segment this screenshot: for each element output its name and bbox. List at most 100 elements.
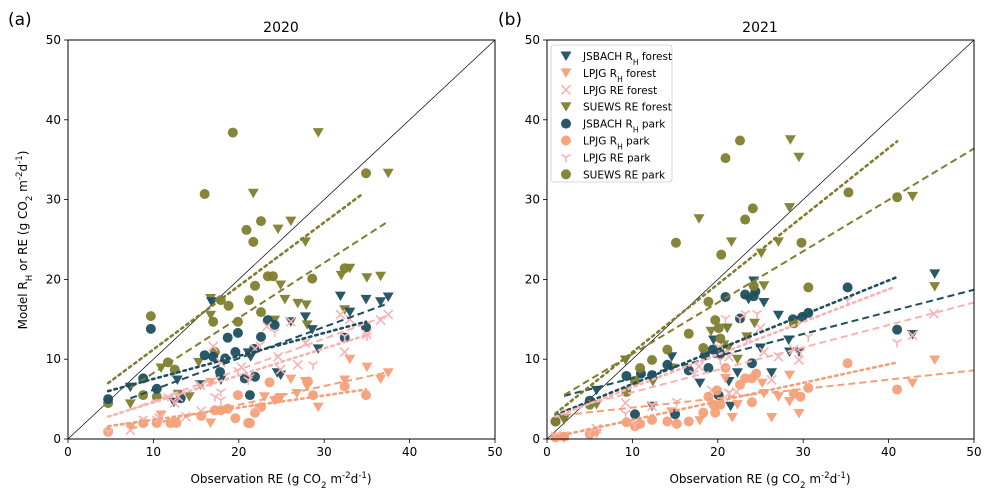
legend-label: LPJG RE park bbox=[583, 152, 651, 164]
data-point bbox=[772, 237, 784, 247]
x-tick-label: 0 bbox=[543, 445, 551, 459]
fit-line-jsbach-r-h-park bbox=[554, 275, 899, 417]
data-point bbox=[285, 216, 297, 227]
data-point bbox=[382, 292, 394, 302]
fit-line-lpjg-r-h-park bbox=[106, 388, 368, 428]
data-point bbox=[707, 344, 718, 355]
panel-title-a: 2020 bbox=[263, 20, 299, 36]
data-point bbox=[735, 135, 746, 146]
x-tick-label: 10 bbox=[146, 445, 161, 459]
data-point bbox=[670, 237, 681, 248]
legend-marker bbox=[561, 153, 571, 163]
data-point bbox=[335, 309, 346, 320]
y-tick-label: 30 bbox=[525, 193, 540, 207]
data-point bbox=[788, 388, 799, 399]
one-to-one-line-b bbox=[546, 39, 975, 440]
data-point bbox=[375, 271, 387, 282]
data-point bbox=[199, 189, 210, 200]
data-point bbox=[193, 357, 205, 368]
data-point bbox=[635, 362, 646, 373]
data-point bbox=[258, 392, 270, 402]
data-point bbox=[264, 377, 275, 388]
legend-marker bbox=[560, 84, 572, 95]
data-point bbox=[666, 352, 678, 362]
data-point bbox=[215, 366, 226, 377]
data-point bbox=[662, 344, 673, 355]
data-point bbox=[725, 237, 737, 247]
fit-line-lpjg-r-h-forest bbox=[563, 369, 975, 417]
data-point bbox=[275, 280, 287, 290]
data-point bbox=[793, 408, 805, 419]
fit-line-suews-re-forest bbox=[129, 221, 388, 389]
data-point bbox=[711, 385, 722, 396]
data-point bbox=[928, 308, 939, 319]
series-lpjg-r-h-park bbox=[550, 358, 903, 443]
data-point bbox=[784, 370, 796, 381]
x-axis-label-a: Observation RE (g CO2 m-2d-1) bbox=[190, 471, 371, 491]
data-point bbox=[766, 368, 778, 378]
data-point bbox=[183, 392, 195, 402]
data-point bbox=[205, 310, 217, 321]
data-point bbox=[247, 188, 259, 199]
data-point bbox=[308, 361, 319, 370]
data-point bbox=[169, 398, 180, 409]
data-point bbox=[671, 418, 682, 429]
data-point bbox=[312, 402, 324, 413]
data-point bbox=[715, 333, 726, 344]
data-point bbox=[892, 384, 903, 395]
legend-label: SUEWS RE park bbox=[583, 169, 666, 181]
legend-marker bbox=[561, 135, 571, 146]
x-axis-label-b: Observation RE (g CO2 m-2d-1) bbox=[669, 471, 850, 491]
data-point bbox=[335, 270, 347, 281]
data-point bbox=[383, 309, 394, 320]
data-point bbox=[361, 362, 373, 373]
data-point bbox=[256, 307, 267, 318]
data-point bbox=[232, 327, 243, 338]
data-point bbox=[124, 399, 136, 409]
data-point bbox=[726, 412, 738, 423]
legend-label: LPJG RH park bbox=[583, 136, 651, 152]
x-tick-label: 50 bbox=[487, 445, 502, 459]
data-point bbox=[748, 291, 759, 302]
data-point bbox=[361, 390, 372, 401]
data-point bbox=[758, 281, 770, 291]
data-point bbox=[155, 410, 167, 421]
data-point bbox=[731, 400, 743, 410]
x-tick-label: 10 bbox=[625, 445, 640, 459]
data-point bbox=[758, 298, 770, 308]
data-point bbox=[375, 374, 387, 385]
data-point bbox=[735, 379, 746, 390]
data-point bbox=[758, 346, 769, 358]
data-point bbox=[756, 378, 768, 389]
legend-marker bbox=[561, 118, 571, 129]
data-point bbox=[746, 397, 757, 408]
fit-line-lpjg-r-h-forest bbox=[130, 370, 389, 430]
data-point bbox=[256, 331, 267, 342]
y-tick-label: 20 bbox=[525, 272, 540, 286]
legend-label: LPJG RH forest bbox=[583, 68, 656, 84]
y-tick-label: 20 bbox=[46, 272, 61, 286]
data-point bbox=[103, 428, 114, 437]
data-point bbox=[710, 407, 721, 418]
data-point bbox=[344, 354, 356, 365]
data-point bbox=[747, 203, 758, 214]
data-point bbox=[241, 224, 252, 235]
data-point bbox=[361, 329, 372, 340]
data-point bbox=[698, 407, 709, 418]
data-point bbox=[721, 323, 733, 334]
legend-entry: LPJG RE forest bbox=[560, 84, 657, 97]
data-point bbox=[302, 376, 313, 387]
data-point bbox=[683, 328, 694, 339]
fit-line-lpjg-r-h-park bbox=[554, 361, 899, 438]
x-tick-label: 30 bbox=[796, 445, 811, 459]
data-point bbox=[272, 224, 284, 235]
data-point bbox=[629, 409, 640, 420]
y-axis-label: Model RH or RE (g CO2 m-2d-1) bbox=[15, 151, 35, 330]
data-point bbox=[558, 415, 570, 425]
data-point bbox=[279, 294, 291, 305]
data-point bbox=[705, 326, 717, 337]
data-point bbox=[784, 135, 796, 145]
x-tick-label: 30 bbox=[317, 445, 332, 459]
data-point bbox=[662, 359, 673, 370]
